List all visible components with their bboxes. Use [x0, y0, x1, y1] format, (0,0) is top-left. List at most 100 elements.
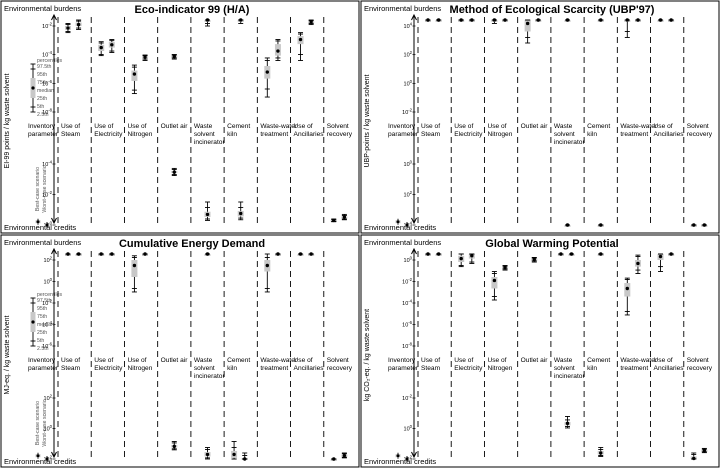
panel-border [360, 234, 720, 468]
box-plot [98, 41, 105, 57]
median-dot [536, 18, 540, 22]
category-label: Inventory [28, 123, 56, 130]
legend-title: percentiles [37, 292, 62, 298]
category-label: Solvent [687, 357, 709, 364]
iqr-box [524, 20, 531, 32]
category-label: Solvent [327, 357, 349, 364]
burden-tick-label: 10-6 [402, 320, 413, 329]
category-label: Outlet air [521, 123, 549, 130]
category-label: recovery [687, 365, 713, 372]
category-label: Steam [61, 365, 81, 372]
category-label: Outlet air [161, 123, 189, 130]
burden-tick-label: 10-4 [402, 299, 413, 308]
median-dot [470, 18, 474, 22]
box-plot [171, 167, 178, 176]
legend-item: 97.5th [37, 64, 52, 70]
y-axis-arrow-bottom [51, 451, 57, 459]
y-axis-label: EI-99 points / kg waste solvent [4, 73, 11, 168]
panel-border [360, 0, 720, 234]
legend-median [31, 86, 35, 90]
category-label: Ancillaries [294, 131, 325, 138]
box-plot [75, 252, 82, 256]
box-plot [308, 252, 315, 256]
scenario-median [396, 454, 400, 458]
median-dot [76, 252, 81, 256]
category-label: treatment [260, 131, 288, 138]
category-label: recovery [327, 131, 353, 138]
box-plot [308, 19, 315, 26]
category-label: Cement [587, 357, 610, 364]
scenario-median [45, 223, 49, 227]
category-label: parameter [388, 131, 419, 138]
chart-panel: Eco-indicator 99 (H/A) Environmental burd… [0, 0, 360, 234]
category-label: Cement [227, 123, 250, 130]
category-label: parameter [28, 131, 59, 138]
scenario-median [45, 457, 49, 461]
median-dot [492, 18, 497, 22]
median-dot [205, 452, 210, 457]
legend-item: median [37, 88, 54, 94]
median-dot [492, 278, 497, 283]
credit-tick-label: 10-2 [42, 190, 53, 199]
box-plot [531, 257, 538, 263]
median-dot [436, 252, 441, 256]
box-plot [435, 252, 442, 256]
category-label: recovery [327, 365, 353, 372]
box-plot [297, 32, 304, 61]
burdens-label: Environmental burdens [364, 4, 441, 13]
box-plot [597, 447, 604, 457]
median-dot [110, 43, 114, 47]
category-label: Nitrogen [487, 365, 512, 372]
category-label: Waste-water [260, 357, 298, 364]
category-label: Use of [421, 123, 440, 130]
category-label: solvent [194, 131, 215, 138]
median-dot [309, 20, 313, 24]
scenario-label: Best-case scenario [35, 167, 41, 211]
credit-tick-label: 100 [404, 424, 413, 433]
category-label: Cement [227, 357, 250, 364]
y-axis-arrow-top [51, 247, 57, 255]
y-axis-arrow-bottom [411, 217, 417, 225]
box-plot [341, 213, 348, 221]
box-plot [535, 18, 542, 22]
scenario-median [36, 454, 40, 458]
burdens-label: Environmental burdens [364, 238, 441, 247]
category-label: Use of [127, 357, 146, 364]
median-dot [669, 18, 673, 22]
scenario-label: Worst-case scenario [42, 399, 48, 446]
credit-tick-label: 100 [404, 160, 413, 169]
median-dot [599, 451, 603, 455]
chart-title: Cumulative Energy Demand [119, 238, 265, 250]
median-dot [265, 70, 269, 74]
y-axis-arrow-top [411, 247, 417, 255]
median-dot [143, 252, 147, 256]
box-plot [330, 218, 337, 223]
burden-tick-label: 10-2 [42, 299, 53, 308]
category-label: Use of [454, 357, 473, 364]
box-plot [701, 447, 708, 454]
category-label: Electricity [94, 131, 123, 138]
category-label: Use of [454, 123, 473, 130]
median-dot [702, 223, 707, 227]
category-label: Ancillaries [654, 131, 685, 138]
median-dot [559, 252, 563, 256]
median-dot [309, 252, 313, 256]
y-axis-label: UBP-points / kg waste solvent [364, 74, 371, 167]
category-label: Nitrogen [487, 131, 512, 138]
burden-tick-label: 100 [404, 79, 413, 88]
box-plot [131, 255, 138, 293]
category-label: Inventory [388, 123, 416, 130]
box-plot [468, 18, 475, 22]
box-plot [564, 223, 571, 227]
median-dot [692, 456, 696, 461]
category-label: Use of [421, 357, 440, 364]
category-label: Use of [127, 123, 146, 130]
category-label: Steam [421, 365, 441, 372]
median-dot [565, 421, 570, 426]
box-plot [491, 271, 498, 301]
box-plot [297, 252, 304, 256]
median-dot [532, 257, 536, 261]
box-plot [564, 416, 571, 429]
box-plot [204, 18, 211, 27]
